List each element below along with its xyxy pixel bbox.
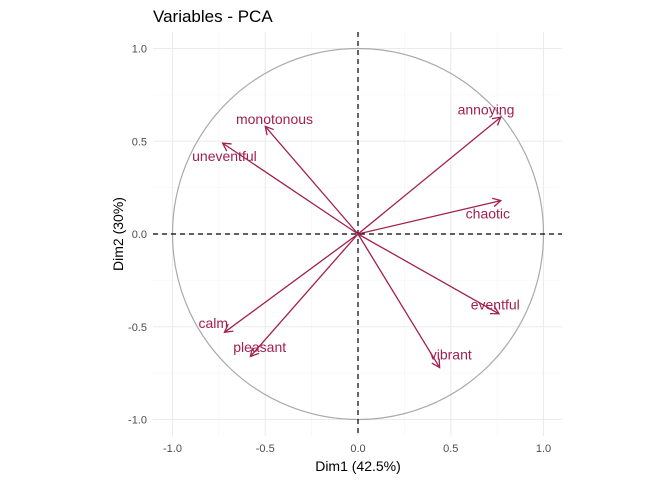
arrow-uneventful bbox=[222, 142, 359, 235]
variable-labels: annoying monotonous uneventful chaotic event… bbox=[192, 102, 520, 363]
x-axis-title: Dim1 (42.5%) bbox=[315, 458, 401, 474]
arrowhead-pleasant bbox=[249, 347, 260, 358]
y-tick-label: -1.0 bbox=[128, 415, 147, 427]
label-uneventful: uneventful bbox=[192, 148, 257, 164]
label-calm: calm bbox=[199, 315, 229, 331]
arrowhead-calm bbox=[223, 323, 234, 334]
arrow-pleasant bbox=[249, 233, 359, 357]
arrowhead-vibrant bbox=[431, 358, 441, 369]
x-tick-label: -1.0 bbox=[163, 443, 182, 455]
x-tick-label: 0.5 bbox=[443, 443, 458, 455]
chart-title: Variables - PCA bbox=[153, 7, 273, 26]
arrow-eventful bbox=[357, 233, 500, 315]
y-axis-title: Dim2 (30%) bbox=[110, 197, 126, 271]
tick-labels: -1.0 -0.5 0.0 0.5 1.0 1.0 0.5 0.0 -0.5 -1.0 bbox=[128, 44, 551, 456]
arrowhead-monotonous bbox=[264, 125, 274, 136]
y-tick-label: 0.5 bbox=[132, 136, 147, 148]
arrow-chaotic bbox=[357, 199, 501, 235]
arrow-calm bbox=[224, 233, 359, 333]
arrowhead-uneventful bbox=[221, 142, 232, 152]
label-chaotic: chaotic bbox=[466, 206, 510, 222]
x-tick-label: 0.0 bbox=[350, 443, 365, 455]
y-tick-label: 0.0 bbox=[132, 229, 147, 241]
arrow-annoying bbox=[357, 116, 502, 235]
x-tick-label: 1.0 bbox=[536, 443, 551, 455]
arrowhead-chaotic bbox=[491, 197, 503, 208]
label-vibrant: vibrant bbox=[430, 347, 472, 363]
arrows-layer bbox=[221, 116, 503, 369]
arrowhead-annoying bbox=[491, 116, 502, 126]
label-monotonous: monotonous bbox=[236, 111, 313, 127]
label-annoying: annoying bbox=[458, 102, 515, 118]
label-eventful: eventful bbox=[471, 296, 520, 312]
y-tick-label: 1.0 bbox=[132, 44, 147, 56]
arrowhead-eventful bbox=[489, 305, 501, 315]
x-tick-label: -0.5 bbox=[256, 443, 275, 455]
label-pleasant: pleasant bbox=[233, 339, 286, 355]
y-tick-label: -0.5 bbox=[128, 322, 147, 334]
arrow-monotonous bbox=[264, 125, 359, 235]
arrow-vibrant bbox=[357, 233, 441, 368]
